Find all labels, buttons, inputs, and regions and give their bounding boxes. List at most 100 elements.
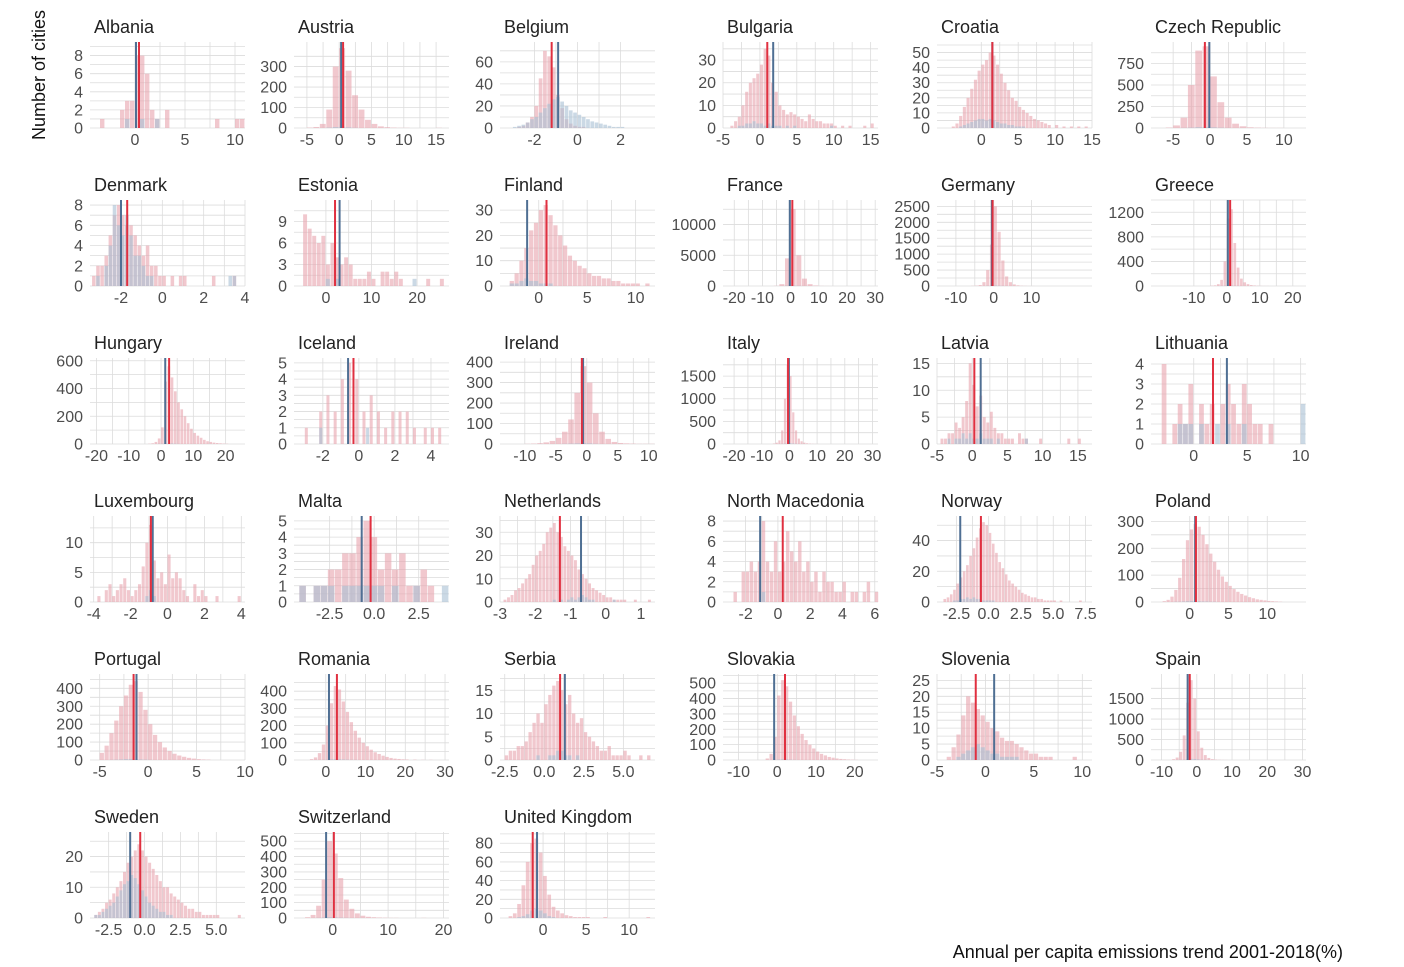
histogram-bar <box>808 744 812 760</box>
histogram-bar <box>321 235 326 286</box>
histogram-bar <box>154 265 158 286</box>
histogram-bar <box>148 724 153 760</box>
histogram-bar <box>1032 118 1037 128</box>
y-tick-label: 0 <box>278 595 287 612</box>
histogram-bar <box>120 109 125 128</box>
histogram-bar <box>582 268 587 286</box>
histogram-bar <box>1012 284 1016 286</box>
y-tick-label: 0 <box>278 279 287 296</box>
histogram-bar-secondary <box>325 278 330 286</box>
histogram-bar <box>818 591 822 602</box>
histogram-bar <box>1188 384 1194 444</box>
histogram-bar <box>517 588 521 602</box>
histogram-bar <box>778 105 782 128</box>
histogram-bar <box>1047 124 1051 128</box>
histogram-bar <box>1014 100 1018 128</box>
histogram-bar <box>145 73 150 128</box>
y-tick-label: 20 <box>698 75 716 92</box>
histogram-bar-secondary <box>981 118 985 128</box>
histogram-bar-secondary <box>591 599 595 602</box>
histogram-bar <box>993 427 997 444</box>
histogram-bar <box>100 118 105 128</box>
histogram-bar <box>1202 46 1210 128</box>
histogram-bar <box>212 914 216 918</box>
histogram-bar <box>1014 744 1019 760</box>
histogram-bar-secondary <box>345 127 352 128</box>
histogram-bar <box>1029 115 1033 128</box>
histogram-bar <box>325 264 330 286</box>
histogram-bar <box>556 680 560 760</box>
histogram-bar <box>984 60 989 128</box>
histogram-bar <box>151 868 155 918</box>
histogram-bar <box>333 686 338 760</box>
histogram-bar <box>611 441 618 444</box>
histogram-bar <box>617 442 624 444</box>
histogram-bar <box>581 917 586 918</box>
histogram-bar <box>804 740 808 760</box>
x-tick-label: 10 <box>1023 290 1041 307</box>
y-axis-title: Number of cities <box>29 10 49 140</box>
y-tick-label: 2 <box>74 102 83 119</box>
x-tick-label: 0.0 <box>133 922 155 939</box>
histogram-bar <box>352 95 358 128</box>
histogram-bar <box>1263 600 1267 602</box>
histogram-bar-secondary <box>96 275 100 286</box>
x-tick-label: 4 <box>237 606 246 623</box>
histogram-bar-secondary <box>556 750 560 760</box>
histogram-bar <box>958 427 962 444</box>
histogram-bar <box>956 583 960 602</box>
y-tick-label: 30 <box>475 525 493 542</box>
y-tick-label: 20 <box>475 98 493 115</box>
histogram-bar <box>326 109 333 128</box>
y-tick-label: 20 <box>475 228 493 245</box>
histogram-bar-secondary <box>759 123 763 128</box>
histogram-bar-secondary <box>972 597 976 602</box>
histogram-bar <box>130 100 135 128</box>
histogram-bar <box>376 411 380 444</box>
x-tick-label: 30 <box>864 448 882 465</box>
histogram-bar <box>730 125 734 128</box>
histogram-bar <box>850 591 854 602</box>
histogram-bar <box>568 916 573 918</box>
x-tick-label: 6 <box>870 606 879 623</box>
x-tick-label: 0 <box>163 606 172 623</box>
histogram-bar <box>401 759 405 760</box>
histogram-bar <box>970 88 974 128</box>
histogram-bar <box>1029 753 1034 760</box>
y-tick-label: 5 <box>921 410 930 427</box>
histogram-bar <box>540 722 544 760</box>
histogram-bar <box>204 596 208 602</box>
y-tick-label: 3 <box>278 257 287 274</box>
histogram-bar <box>605 597 609 602</box>
y-tick-label: 1500 <box>1108 691 1144 708</box>
panel-title: Poland <box>1155 491 1211 511</box>
y-tick-label: 300 <box>1117 514 1144 531</box>
histogram-bar <box>1241 384 1247 444</box>
histogram-bar <box>123 695 129 760</box>
y-tick-label: 100 <box>56 735 83 752</box>
histogram-bar <box>968 363 972 444</box>
histogram-bar-secondary <box>953 600 956 602</box>
panel-title: Albania <box>94 17 155 37</box>
histogram-bar <box>792 412 795 444</box>
panel-title: Czech Republic <box>1155 17 1281 37</box>
panel-title: Spain <box>1155 649 1201 669</box>
histogram-bar-secondary <box>162 911 166 918</box>
histogram-bar <box>801 278 807 286</box>
histogram-bar <box>183 416 187 444</box>
histogram-bar <box>854 591 859 602</box>
histogram-bar <box>555 437 562 444</box>
histogram-bar <box>756 73 760 128</box>
histogram-bar-secondary <box>968 433 972 444</box>
histogram-bar <box>991 543 995 602</box>
histogram-bar <box>986 422 990 444</box>
histogram-bar-secondary <box>999 756 1005 760</box>
histogram-bar <box>317 753 322 760</box>
histogram-bar <box>961 417 965 444</box>
histogram-bar-secondary <box>962 598 966 602</box>
histogram-bar-secondary <box>366 427 370 444</box>
histogram-bar <box>330 243 335 286</box>
histogram-bar-secondary <box>986 438 990 444</box>
